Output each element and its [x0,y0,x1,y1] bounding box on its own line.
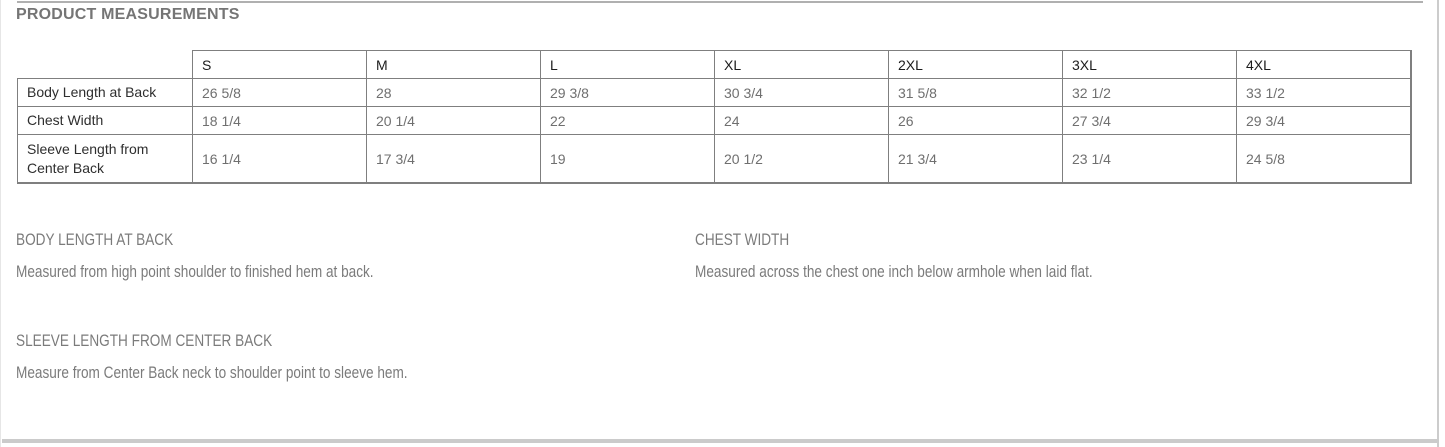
size-measurements-table: S M L XL 2XL 3XL 4XL Body Length at Back… [17,50,1412,184]
definition-text: Measured from high point shoulder to fin… [16,262,374,281]
measurement-value-cell: 16 1/4 [192,134,367,184]
measurement-value-cell: 24 [714,106,889,135]
definition-body-length: BODY LENGTH AT BACK Measured from high p… [16,231,463,281]
table-row-chest-width: Chest Width 18 1/4 20 1/4 22 24 26 27 3/… [17,106,1412,135]
size-column-header-4xl: 4XL [1236,50,1412,79]
definition-text: Measured across the chest one inch below… [695,262,1093,281]
measurement-value-cell: 23 1/4 [1062,134,1237,184]
table-row-body-length: Body Length at Back 26 5/8 28 29 3/8 30 … [17,78,1412,107]
measurement-value-cell: 20 1/2 [714,134,889,184]
size-column-header-s: S [192,50,367,79]
measurement-row-label: Chest Width [17,106,193,135]
size-column-header-l: L [540,50,715,79]
definition-heading: SLEEVE LENGTH FROM CENTER BACK [16,331,273,350]
corner-cell [18,51,193,79]
definition-heading: BODY LENGTH AT BACK [16,230,174,249]
size-column-header-3xl: 3XL [1062,50,1237,79]
definition-heading: CHEST WIDTH [695,230,790,249]
size-column-header-xl: XL [714,50,889,79]
measurement-value-cell: 33 1/2 [1236,78,1412,107]
measurement-value-cell: 17 3/4 [366,134,541,184]
top-divider [17,1,1423,3]
size-column-header-2xl: 2XL [888,50,1063,79]
measurement-value-cell: 22 [540,106,715,135]
bottom-divider [2,439,1439,443]
panel-right-edge [1437,0,1439,447]
definition-sleeve-length: SLEEVE LENGTH FROM CENTER BACK Measure f… [16,332,505,382]
measurement-value-cell: 27 3/4 [1062,106,1237,135]
measurement-row-label: Sleeve Length from Center Back [17,134,193,184]
panel-left-edge [0,0,1,447]
size-header-row: S M L XL 2XL 3XL 4XL [18,50,1412,79]
measurement-value-cell: 32 1/2 [1062,78,1237,107]
measurement-value-cell: 20 1/4 [366,106,541,135]
measurement-value-cell: 18 1/4 [192,106,367,135]
measurement-value-cell: 26 5/8 [192,78,367,107]
table-row-sleeve-length: Sleeve Length from Center Back 16 1/4 17… [17,134,1412,184]
measurement-value-cell: 21 3/4 [888,134,1063,184]
definition-chest-width: CHEST WIDTH Measured across the chest on… [695,231,1192,281]
page-title: PRODUCT MEASUREMENTS [16,6,240,23]
measurement-value-cell: 19 [540,134,715,184]
measurement-value-cell: 26 [888,106,1063,135]
measurement-value-cell: 28 [366,78,541,107]
measurement-row-label: Body Length at Back [17,78,193,107]
measurement-value-cell: 30 3/4 [714,78,889,107]
measurement-value-cell: 24 5/8 [1236,134,1412,184]
measurement-value-cell: 29 3/8 [540,78,715,107]
size-column-header-m: M [366,50,541,79]
definition-text: Measure from Center Back neck to shoulde… [16,363,408,382]
measurement-value-cell: 29 3/4 [1236,106,1412,135]
measurement-value-cell: 31 5/8 [888,78,1063,107]
